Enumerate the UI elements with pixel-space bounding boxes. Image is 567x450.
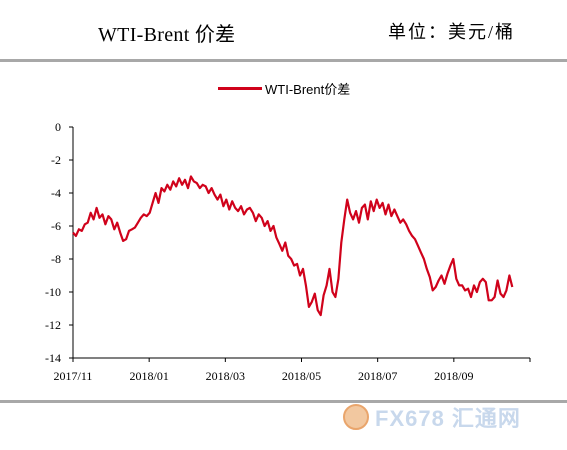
legend: WTI-Brent价差 (218, 78, 350, 98)
legend-swatch-line (218, 86, 262, 90)
header-divider (0, 59, 567, 62)
y-tick-label: 0 (55, 120, 61, 134)
x-tick-label: 2018/09 (434, 369, 473, 383)
watermark-text: FX678 汇通网 (375, 406, 521, 431)
x-tick-label: 2018/01 (129, 369, 168, 383)
y-tick-label: -4 (51, 186, 61, 200)
x-tick-label: 2017/11 (54, 369, 93, 383)
x-tick-label: 2018/03 (206, 369, 245, 383)
chart-header: WTI-Brent 价差 单位：美元/桶 (0, 0, 567, 62)
series-line-wti-brent (72, 175, 514, 317)
footer-divider (0, 400, 567, 403)
x-tick-label: 2018/07 (358, 369, 397, 383)
legend-label: WTI-Brent价差 (265, 81, 351, 97)
y-tick-label: -2 (51, 153, 61, 167)
chart-title: WTI-Brent 价差 (98, 24, 236, 46)
y-tick-label: -6 (51, 219, 61, 233)
x-tick-label: 2018/05 (282, 369, 321, 383)
y-tick-label: -10 (45, 285, 61, 299)
watermark: FX678 汇通网 (343, 404, 521, 431)
y-tick-label: -12 (45, 318, 61, 332)
y-tick-label: -14 (45, 351, 61, 365)
unit-label: 单位：美元/桶 (387, 22, 515, 42)
y-tick-label: -8 (51, 252, 61, 266)
watermark-logo-icon (343, 404, 369, 430)
